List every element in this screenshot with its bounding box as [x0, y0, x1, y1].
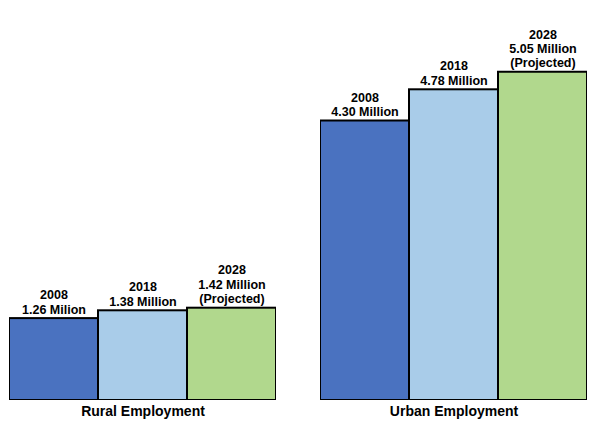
svg-text:20084.30 Million: 20084.30 Million	[331, 91, 398, 119]
svg-text:20081.26 Milion: 20081.26 Milion	[22, 288, 86, 316]
svg-text:20181.38 Million: 20181.38 Million	[109, 280, 176, 308]
svg-text:20281.42 Million(Projected): 20281.42 Million(Projected)	[198, 263, 265, 306]
svg-text:20184.78 Million: 20184.78 Million	[420, 59, 487, 87]
svg-text:Urban Employment: Urban Employment	[390, 403, 519, 419]
svg-text:20285.05 Million(Projected): 20285.05 Million(Projected)	[509, 28, 576, 71]
svg-text:Rural Employment: Rural Employment	[81, 403, 205, 419]
